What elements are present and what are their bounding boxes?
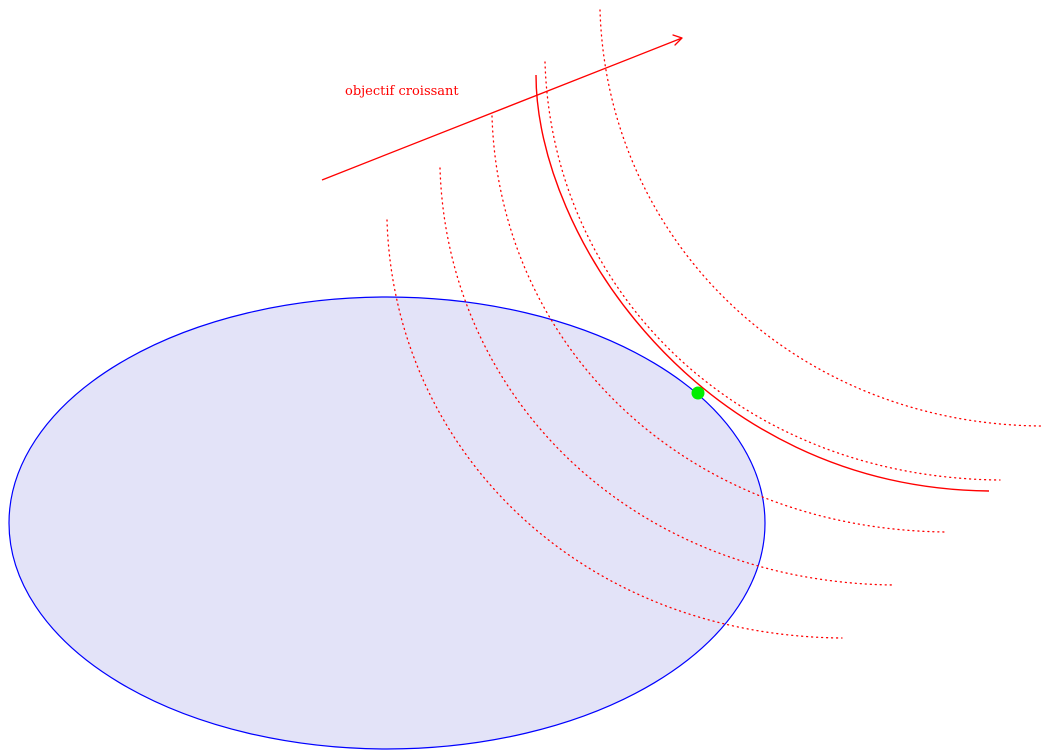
objective-label: objectif croissant [345, 84, 459, 99]
feasible-region [8, 296, 766, 750]
level-curve-5 [599, 9, 1042, 427]
objective-direction-arrow [321, 34, 683, 181]
dotted-level-curves [386, 9, 1042, 639]
active-level-curve [535, 74, 990, 492]
optimal-point [691, 386, 705, 400]
level-curve-3 [491, 115, 948, 533]
arrow-shaft [321, 37, 683, 181]
arrow-head [672, 34, 683, 46]
